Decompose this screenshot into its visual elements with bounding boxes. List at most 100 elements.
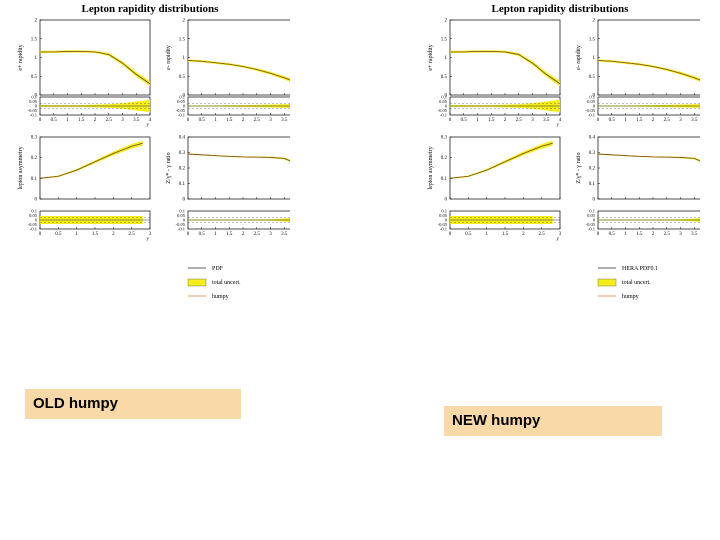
ratio-y-tick-label: -0.1	[440, 113, 447, 118]
x-tick-label: 1	[485, 232, 488, 237]
x-tick-label: 3	[269, 118, 272, 123]
central-line	[597, 60, 700, 81]
caption-new-humpy: NEW humpy	[444, 406, 662, 436]
y-tick-label: 1.5	[589, 37, 596, 42]
x-tick-label: 1	[66, 118, 69, 123]
y-tick-label: 1.5	[31, 37, 38, 42]
x-axis-label: y	[147, 237, 150, 242]
x-tick-label: 2.5	[664, 118, 671, 123]
x-tick-label: 2.5	[254, 118, 261, 123]
ratio-y-tick-label: 0.1	[589, 209, 595, 214]
uncertainty-band	[40, 140, 143, 179]
ratio-y-tick-label: -0.05	[438, 108, 448, 113]
x-tick-label: 3.5	[543, 118, 550, 123]
legend-label: humpy	[212, 294, 229, 300]
ratio-y-tick-label: -0.05	[176, 222, 186, 227]
ratio-y-tick-label: 0.05	[587, 99, 596, 104]
y-tick-label: 0.2	[441, 156, 448, 161]
y-tick-label: 0	[593, 198, 596, 203]
x-tick-label: 3	[531, 118, 534, 123]
x-tick-label: 1.5	[226, 118, 233, 123]
legend: PDF total uncert. humpy	[187, 266, 241, 300]
x-tick-label: 2.5	[664, 232, 671, 237]
x-tick-label: 0	[39, 118, 42, 123]
ratio-y-tick-label: 0	[183, 218, 186, 223]
ratio-y-tick-label: 0	[445, 218, 448, 223]
x-tick-label: 3	[269, 232, 272, 237]
x-tick-label: 2.5	[129, 232, 136, 237]
y-tick-label: 2	[35, 19, 38, 24]
x-tick-label: 0.5	[461, 118, 468, 123]
y-axis-label: e- rapidity	[576, 45, 582, 70]
x-tick-label: 1	[624, 232, 627, 237]
x-tick-label: 2.5	[106, 118, 113, 123]
central-line	[187, 60, 290, 81]
x-tick-label: 0.5	[55, 232, 62, 237]
figure-title: Lepton rapidity distributions	[81, 3, 219, 15]
x-tick-label: 3.5	[691, 118, 698, 123]
ratio-y-tick-label: -0.05	[586, 222, 596, 227]
ratio-y-tick-label: -0.05	[28, 222, 38, 227]
y-axis-label: lepton asymmetry	[18, 146, 24, 189]
uncertainty-band	[450, 140, 553, 179]
y-tick-label: 1	[183, 56, 186, 61]
ratio-y-tick-label: 0	[593, 104, 596, 109]
x-tick-label: 4	[559, 118, 562, 123]
x-axis-label: y	[557, 237, 560, 242]
y-axis-label: e+ rapidity	[428, 44, 434, 70]
humpy-line	[187, 153, 290, 161]
x-tick-label: 3.5	[691, 232, 698, 237]
x-tick-label: 2	[652, 232, 655, 237]
ratio-y-tick-label: -0.1	[440, 227, 447, 232]
y-tick-label: 0	[183, 94, 186, 99]
x-tick-label: 2	[522, 232, 525, 237]
uncertainty-band	[40, 50, 150, 87]
ratio-y-tick-label: -0.05	[176, 108, 186, 113]
central-line	[450, 51, 561, 85]
y-tick-label: 0	[183, 198, 186, 203]
x-tick-label: 0.5	[465, 232, 472, 237]
x-tick-label: 3.5	[281, 232, 288, 237]
y-tick-label: 0.3	[31, 136, 38, 141]
y-tick-label: 0.3	[179, 151, 186, 156]
y-tick-label: 0	[35, 94, 38, 99]
ratio-y-tick-label: -0.1	[178, 227, 185, 232]
ratio-y-tick-label: 0	[35, 104, 38, 109]
ratio-y-tick-label: 0.05	[587, 213, 596, 218]
y-tick-label: 0.2	[589, 167, 596, 172]
x-tick-label: 1.5	[92, 232, 99, 237]
x-tick-label: 0	[187, 118, 190, 123]
y-tick-label: 0.5	[589, 75, 596, 80]
ratio-y-tick-label: 0.1	[441, 209, 447, 214]
legend-label: total uncert.	[212, 280, 241, 286]
ratio-y-tick-label: 0.05	[29, 213, 38, 218]
y-tick-label: 0.4	[589, 136, 596, 141]
uncertainty-band	[598, 59, 700, 82]
x-tick-label: 0.5	[199, 232, 206, 237]
ratio-y-tick-label: 0.1	[179, 209, 185, 214]
x-tick-label: 2.5	[254, 232, 261, 237]
ratio-y-tick-label: 0.1	[589, 95, 595, 100]
humpy-line	[449, 142, 553, 179]
x-tick-label: 1.5	[636, 118, 643, 123]
x-tick-label: 0.5	[609, 118, 616, 123]
central-line	[187, 153, 290, 162]
y-tick-label: 0.1	[31, 177, 38, 182]
legend-swatch-band	[597, 278, 617, 287]
y-tick-label: 2	[593, 19, 596, 24]
y-axis-label: e+ rapidity	[18, 44, 24, 70]
x-tick-label: 0.5	[609, 232, 616, 237]
ratio-y-tick-label: 0	[445, 104, 448, 109]
y-tick-label: 0.5	[179, 75, 186, 80]
caption-old-humpy: OLD humpy	[25, 389, 241, 419]
ratio-y-tick-label: 0.1	[31, 95, 37, 100]
ratio-y-tick-label: -0.1	[30, 227, 37, 232]
x-tick-label: 3	[121, 118, 124, 123]
y-tick-label: 1	[445, 56, 448, 61]
x-tick-label: 2.5	[539, 232, 546, 237]
